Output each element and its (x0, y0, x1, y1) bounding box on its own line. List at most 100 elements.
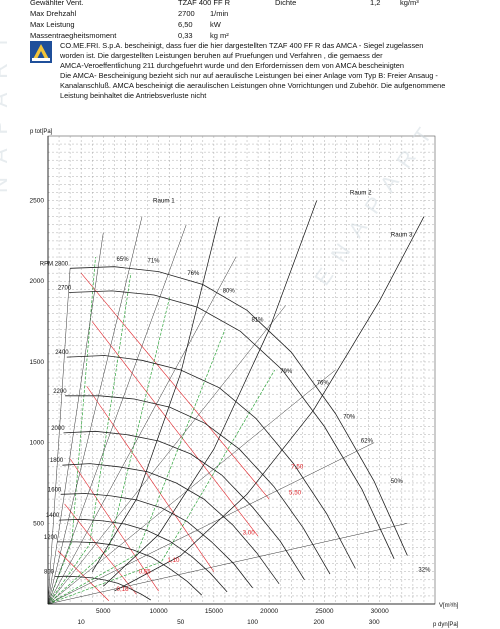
x2-tick-label: 50 (177, 619, 185, 626)
x2-axis-label: p dyn[Pa] (433, 622, 459, 628)
power-line (80, 272, 270, 500)
efficiency-label: 81% (251, 318, 264, 324)
efficiency-line (47, 305, 286, 605)
rpm-label: 800 (44, 570, 55, 576)
power-label: 5,50 (289, 489, 302, 496)
rpm-label: RPM 2800 (40, 261, 69, 267)
rpm-label: 1400 (46, 513, 60, 519)
system-curves (91, 200, 425, 592)
efficiency-label: 79% (280, 369, 293, 375)
system-curve-label: Raum 1 (153, 198, 175, 205)
system-curve (114, 216, 425, 592)
dynamic-pressure-lines (47, 256, 276, 605)
spec-label: Max Leistung (30, 20, 75, 29)
y-axis-label: p tot[Pa] (30, 129, 53, 135)
power-line (86, 385, 215, 572)
spec-unit: 1/min (210, 9, 229, 18)
amca-certification-text: CO.ME.FRI. S.p.A. bescheinigt, dass fuer… (60, 41, 480, 101)
y-tick-label: 500 (33, 520, 44, 527)
dynamic-pressure-line (47, 297, 170, 605)
rpm-curve (60, 493, 253, 589)
efficiency-label: 65% (117, 257, 130, 263)
x-tick-label: 20000 (260, 608, 278, 615)
x2-tick-label: 300 (369, 619, 380, 626)
x2-tick-label: 200 (313, 619, 324, 626)
spec-value: 0,33 (178, 31, 193, 40)
efficiency-line (47, 256, 237, 605)
rpm-curve (65, 395, 331, 575)
amca-seal-icon (30, 41, 52, 63)
rpm-label: 1800 (50, 458, 64, 464)
efficiency-line (47, 442, 375, 605)
x-tick-label: 5000 (96, 608, 111, 615)
system-curve (91, 216, 220, 572)
efficiency-label: 76% (317, 381, 330, 387)
spec-value: TZAF 400 FF R (178, 0, 231, 7)
efficiency-label: 62% (361, 439, 374, 445)
cert-line: worden ist. Die dargestellten Leistungen… (60, 51, 383, 60)
system-curve (103, 200, 318, 587)
rpm-curve (66, 355, 356, 569)
rpm-curve (70, 266, 408, 556)
power-line (69, 458, 159, 592)
efficiency-line (47, 216, 143, 605)
chart-labels: 7,50 5,50 3,00 1,10 0,55 0,18 RPM 2800 2700 2400… (40, 190, 431, 594)
density-label: Dichte (275, 0, 297, 7)
rpm-curve (68, 290, 395, 559)
dynamic-pressure-line (47, 273, 132, 605)
watermark-left: NAPART (0, 21, 12, 193)
efficiency-label: 50% (391, 479, 404, 485)
spec-unit: kg m² (210, 31, 229, 40)
efficiency-label: 76% (187, 271, 200, 277)
y-tick-label: 2000 (30, 278, 45, 285)
rpm-curve (59, 518, 228, 593)
x2-tick-label: 100 (247, 619, 258, 626)
power-label: 0,55 (139, 568, 152, 575)
cert-line: CO.ME.FRI. S.p.A. bescheinigt, dass fuer… (60, 41, 424, 50)
power-label: 1,10 (167, 557, 180, 564)
power-label: 3,00 (243, 530, 256, 537)
power-label: 7,50 (291, 463, 304, 470)
rpm-curves (47, 216, 408, 605)
spec-label: Gewählter Vent. (30, 0, 84, 7)
fan-performance-chart: 7,50 5,50 3,00 1,10 0,55 0,18 RPM 2800 2700 2400… (30, 129, 459, 628)
spec-value: 6,50 (178, 20, 193, 29)
spec-label: Max Drehzahl (30, 9, 77, 18)
power-line (64, 503, 137, 595)
efficiency-label: 70% (343, 414, 356, 420)
power-label: 0,18 (117, 586, 130, 593)
cert-line: Die AMCA- Bescheinigung bezieht sich nur… (60, 71, 438, 80)
y-tick-label: 1500 (30, 359, 45, 366)
system-curve-label: Raum 2 (350, 190, 372, 197)
rpm-label: 1600 (48, 487, 62, 493)
density-unit: kg/m³ (400, 0, 419, 7)
spec-value: 2700 (178, 9, 195, 18)
efficiency-label: 80% (223, 289, 236, 295)
cert-line: AMCA-Veroeffentlichung 211 durchgefuehrt… (60, 61, 405, 70)
y-tick-label: 1000 (30, 440, 45, 447)
efficiency-label: 71% (148, 259, 161, 265)
chart-grid (47, 135, 436, 605)
rpm-label: 2200 (53, 389, 67, 395)
x2-tick-label: 10 (78, 619, 86, 626)
dynamic-pressure-line (47, 329, 226, 605)
fan-specs: Gewählter Vent. TZAF 400 FF R Dichte 1,2… (0, 0, 500, 40)
efficiency-line (47, 224, 187, 605)
rpm-curve (63, 430, 305, 581)
rpm-label: 2400 (55, 350, 69, 356)
efficiency-line (47, 523, 408, 605)
spec-unit: kW (210, 20, 221, 29)
density-value: 1,2 (370, 0, 381, 7)
efficiency-line (47, 232, 104, 605)
dynamic-pressure-line (47, 256, 96, 605)
x-tick-label: 15000 (205, 608, 223, 615)
rpm-label: 2000 (51, 426, 65, 432)
rpm-curve (54, 575, 152, 601)
efficiency-line (47, 268, 71, 605)
x-axis-label: V[m³/h] (439, 603, 459, 609)
cert-line: Kanalanschluß. AMCA bescheinigt die aera… (60, 81, 446, 90)
x-tick-label: 10000 (150, 608, 168, 615)
rpm-curve (57, 541, 202, 596)
chart-axes: 5000 10000 15000 20000 25000 30000 500 1000 1500… (30, 129, 459, 628)
x-tick-label: 30000 (371, 608, 389, 615)
